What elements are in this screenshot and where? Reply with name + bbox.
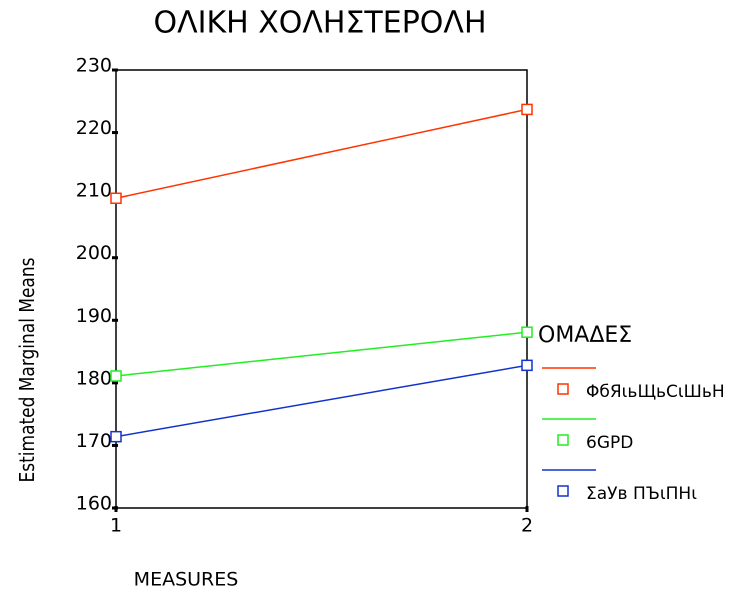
- legend-marker: [557, 434, 569, 446]
- series-line: [115, 331, 528, 377]
- plot-frame: [115, 69, 528, 509]
- y-tick-label: 210: [76, 180, 112, 202]
- y-tick-label: 230: [76, 55, 112, 77]
- y-axis-label: Estimated Marginal Means: [17, 258, 40, 483]
- legend-label: ΦбЯιьЩьСιШьН: [586, 382, 725, 402]
- y-tick-label: 200: [76, 242, 112, 264]
- y-tick-label: 190: [76, 305, 112, 327]
- data-point: [110, 370, 122, 382]
- data-point: [521, 103, 533, 116]
- data-point: [521, 326, 533, 338]
- x-tick-label: 2: [521, 515, 533, 537]
- y-tick-label: 160: [76, 493, 112, 515]
- series-line: [115, 364, 528, 438]
- legend-title: ΟΜΑΔΕΣ: [538, 323, 632, 348]
- legend-marker: [557, 485, 569, 497]
- y-tick-label: 170: [76, 430, 112, 452]
- series-line: [115, 108, 528, 200]
- legend-marker: [557, 383, 569, 395]
- legend-label: ΣаУв ПЪιПНι: [586, 484, 697, 504]
- legend-label: 6GPD: [586, 433, 633, 453]
- x-tick-label: 1: [110, 515, 122, 537]
- y-tick-label: 220: [76, 117, 112, 139]
- data-point: [521, 359, 533, 372]
- data-point: [110, 430, 122, 443]
- chart-title: ΟΛΙΚΗ ΧΟΛΗΣΤΕΡΟΛΗ: [153, 6, 486, 41]
- y-tick-label: 180: [76, 367, 112, 389]
- data-point: [110, 192, 122, 205]
- x-axis-label: MEASURES: [134, 569, 239, 591]
